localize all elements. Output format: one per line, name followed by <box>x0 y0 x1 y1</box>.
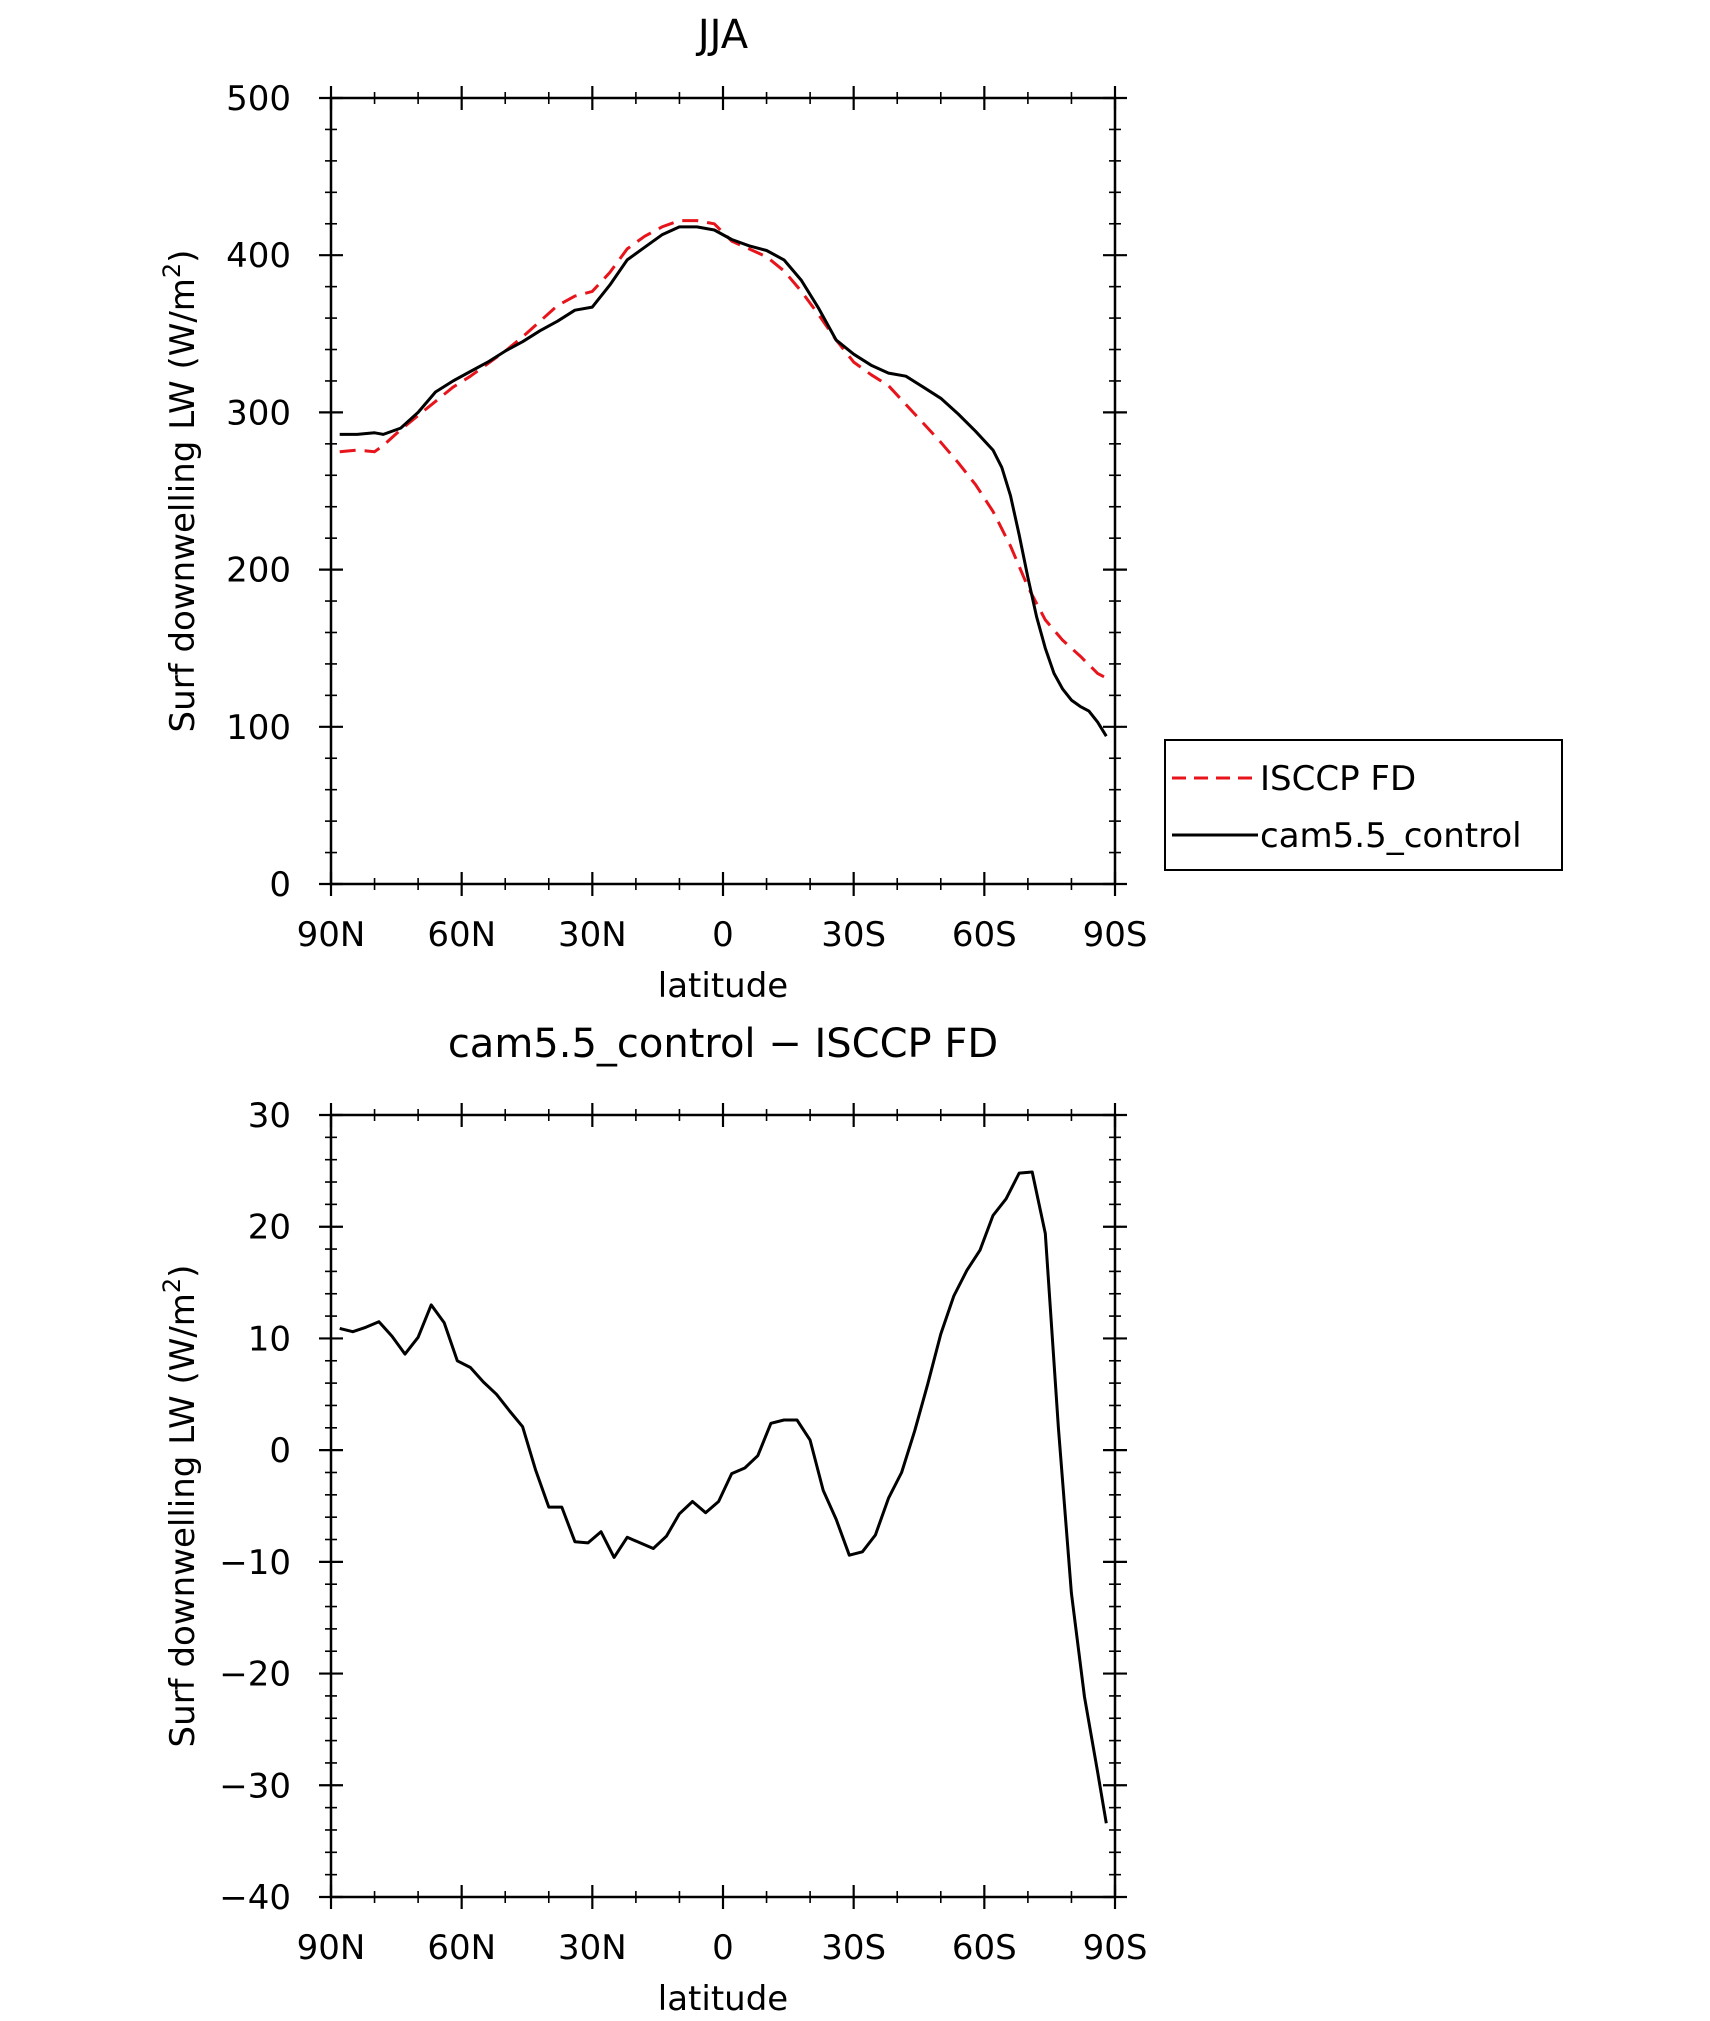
x-tick-label: 30N <box>558 1928 627 1968</box>
y-tick-label: 500 <box>226 79 291 119</box>
y-tick-label: 0 <box>269 1431 291 1471</box>
y-axis-label: Surf downwelling LW (W/m2) <box>158 1265 203 1748</box>
series-line-1 <box>339 225 1108 737</box>
y-axis-label-close: ) <box>163 250 203 263</box>
x-tick-label: 60N <box>427 915 496 955</box>
chart-title: cam5.5_control − ISCCP FD <box>448 1021 998 1067</box>
y-tick-label: 10 <box>248 1319 291 1359</box>
y-axis-label-superscript: 2 <box>158 1278 186 1293</box>
y-tick-label: 300 <box>226 393 291 433</box>
x-axis-label: latitude <box>658 1979 788 2019</box>
x-tick-label: 90N <box>297 915 366 955</box>
legend-label-0: ISCCP FD <box>1260 759 1416 799</box>
x-tick-label: 30S <box>821 1928 886 1968</box>
y-tick-label: −30 <box>219 1766 291 1806</box>
y-tick-label: 100 <box>226 708 291 748</box>
x-tick-label: 30N <box>558 915 627 955</box>
x-tick-label: 30S <box>821 915 886 955</box>
legend-label-1: cam5.5_control <box>1260 816 1522 856</box>
x-tick-label: 60S <box>952 915 1017 955</box>
y-axis-label-close: ) <box>163 1265 203 1278</box>
plot-frame <box>329 1113 1117 1899</box>
y-axis-label-main: Surf downwelling LW (W/m <box>163 1293 203 1747</box>
plot-frame <box>329 96 1117 886</box>
x-tick-label: 0 <box>712 1928 734 1968</box>
x-axis-label: latitude <box>658 966 788 1006</box>
chart-title: JJA <box>695 12 749 58</box>
y-tick-label: −20 <box>219 1655 291 1695</box>
y-tick-label: 20 <box>248 1208 291 1248</box>
y-tick-label: 200 <box>226 551 291 591</box>
x-tick-label: 0 <box>712 915 734 955</box>
bottom-chart-difference: cam5.5_control − ISCCP FD −40 −30 −20 −10 0 10… <box>158 1021 1147 2019</box>
x-tick-label: 90S <box>1083 915 1148 955</box>
x-tick-label: 60N <box>427 1928 496 1968</box>
top-chart-jja: JJA 0 100 200 300 400 500 90N 60N 30N 0 30S 60S 90S la… <box>158 12 1563 1006</box>
legend: ISCCP FD cam5.5_control <box>1164 739 1563 871</box>
y-tick-label: 400 <box>226 236 291 276</box>
y-tick-label: −40 <box>219 1878 291 1918</box>
y-axis-label: Surf downwelling LW (W/m2) <box>158 250 203 733</box>
y-tick-label: 30 <box>248 1096 291 1136</box>
series-line-0 <box>339 1170 1108 1824</box>
y-tick-label: 0 <box>269 865 291 905</box>
legend-box <box>1164 739 1563 871</box>
y-axis-label-main: Surf downwelling LW (W/m <box>163 278 203 732</box>
y-tick-label: −10 <box>219 1543 291 1583</box>
x-tick-label: 90N <box>297 1928 366 1968</box>
x-tick-label: 60S <box>952 1928 1017 1968</box>
y-axis-label-superscript: 2 <box>158 263 186 278</box>
x-tick-label: 90S <box>1083 1928 1148 1968</box>
